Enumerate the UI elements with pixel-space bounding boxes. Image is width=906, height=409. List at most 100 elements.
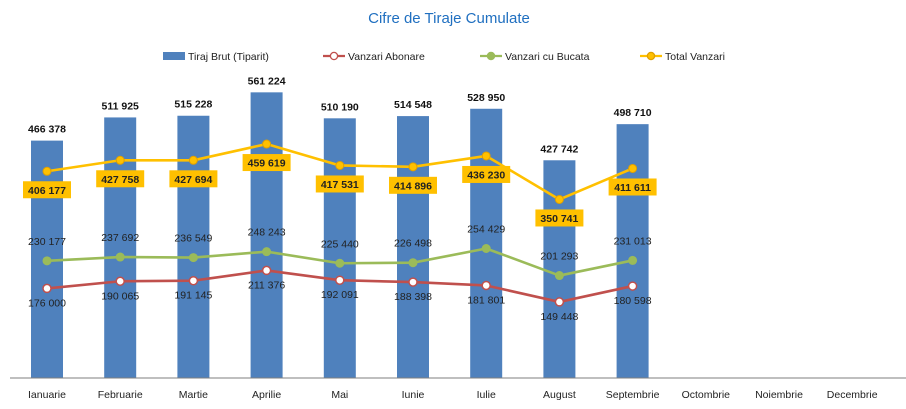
legend-label: Total Vanzari	[665, 51, 725, 63]
bucata-value-label: 226 498	[394, 238, 432, 250]
abonare-value-label: 192 091	[321, 289, 359, 301]
abonare-value-label: 188 398	[394, 291, 432, 303]
bar-septembrie	[616, 124, 649, 378]
x-tick-label: Ianuarie	[28, 389, 66, 401]
x-tick-label: Mai	[331, 389, 348, 401]
lines	[42, 139, 638, 307]
legend-label: Tiraj Brut (Tiparit)	[188, 51, 269, 63]
vanzari-cu-bucata-point-iulie	[481, 243, 491, 253]
bar-value-label: 498 710	[614, 107, 652, 119]
total-vanzari-point-mai	[335, 160, 345, 170]
total-label-box	[169, 170, 218, 188]
bar-value-label: 511 925	[102, 100, 140, 112]
total-value-label: 406 177	[28, 185, 66, 197]
vanzari-abonare-point-mai	[335, 275, 345, 285]
total-label-box	[535, 209, 584, 227]
abonare-value-label: 211 376	[248, 279, 285, 291]
legend-swatch-marker	[329, 51, 339, 61]
abonare-value-label: 191 145	[174, 290, 212, 302]
data-labels: 466 378 511 925 515 228 561 224 510 190 514 5…	[23, 75, 657, 323]
vanzari-cu-bucata-point-martie	[188, 253, 198, 263]
chart-title: Cifre de Tiraje Cumulate	[368, 10, 530, 27]
vanzari-abonare-point-septembrie	[627, 281, 638, 291]
bar-value-label: 515 228	[174, 99, 212, 111]
total-value-label: 411 611	[614, 182, 651, 194]
vanzari-cu-bucata-point-august	[554, 271, 564, 281]
bar-value-label: 427 742	[540, 143, 578, 155]
total-label-box	[23, 181, 71, 199]
vanzari-cu-bucata-point-februarie	[115, 252, 125, 262]
x-tick-label: Februarie	[98, 389, 143, 401]
legend-label: Vanzari Abonare	[348, 51, 425, 63]
total-vanzari-point-aprilie	[262, 139, 272, 149]
bucata-value-label: 201 293	[540, 251, 578, 263]
abonare-value-label: 190 065	[101, 290, 139, 302]
bucata-value-label: 230 177	[28, 236, 66, 248]
total-value-label: 350 741	[540, 213, 578, 225]
legend-label: Vanzari cu Bucata	[505, 51, 590, 63]
bar-value-label: 561 224	[248, 75, 286, 87]
total-value-label: 459 619	[248, 158, 286, 170]
bucata-value-label: 236 549	[174, 233, 212, 245]
vanzari-cu-bucata-point-mai	[335, 258, 345, 268]
total-vanzari-point-iulie	[481, 151, 491, 161]
legend-swatch-tiraj-brut	[163, 52, 185, 60]
bars	[31, 92, 649, 379]
x-tick-label: Iunie	[402, 389, 425, 401]
total-label-box	[242, 154, 291, 172]
vanzari-cu-bucata-point-septembrie	[628, 255, 638, 265]
vanzari-abonare-point-iunie	[408, 277, 418, 287]
vanzari-abonare-point-martie	[188, 275, 199, 286]
x-tick-label: Decembrie	[827, 389, 878, 401]
bucata-value-label: 248 243	[248, 227, 286, 239]
vanzari-cu-bucata-point-iunie	[408, 258, 418, 268]
vanzari-abonare-point-februarie	[115, 276, 125, 287]
legend-swatch-marker	[486, 51, 496, 61]
x-tick-label: Aprilie	[252, 389, 281, 401]
bucata-value-label: 237 692	[101, 232, 139, 244]
x-tick-label: Septembrie	[606, 389, 660, 401]
abonare-value-label: 149 448	[540, 311, 578, 323]
x-tick-label: Iulie	[477, 389, 496, 401]
bar-value-label: 466 378	[28, 124, 66, 136]
bucata-value-label: 254 429	[467, 223, 505, 235]
total-value-label: 436 230	[467, 169, 505, 181]
total-vanzari-point-iunie	[408, 162, 418, 172]
total-vanzari-point-august	[554, 194, 564, 204]
legend: Tiraj Brut (Tiparit) Vanzari Abonare Vanza…	[163, 51, 725, 63]
total-vanzari-point-septembrie	[628, 163, 638, 173]
total-vanzari-point-martie	[188, 155, 198, 165]
bar-value-label: 528 950	[467, 92, 505, 104]
total-value-label: 427 694	[174, 174, 212, 186]
vanzari-abonare-point-aprilie	[261, 265, 272, 276]
total-value-label: 414 896	[394, 180, 432, 192]
bucata-value-label: 231 013	[614, 235, 652, 247]
total-value-label: 427 758	[101, 174, 139, 186]
vanzari-abonare-point-ianuarie	[42, 283, 52, 294]
legend-swatch-marker	[646, 51, 656, 61]
total-vanzari-point-ianuarie	[42, 166, 52, 176]
bar-martie	[177, 115, 210, 378]
x-tick-label: Noiembrie	[755, 389, 803, 401]
vanzari-cu-bucata-point-ianuarie	[42, 256, 52, 266]
x-tick-label: August	[543, 389, 576, 401]
total-vanzari-point-februarie	[115, 155, 125, 165]
bar-iunie	[397, 116, 429, 379]
total-label-box	[608, 178, 657, 196]
bar-iulie	[470, 108, 503, 378]
total-label-box	[315, 175, 364, 193]
bucata-value-label: 225 440	[321, 238, 359, 250]
abonare-value-label: 176 000	[28, 297, 66, 309]
total-label-box	[389, 176, 437, 194]
x-tick-labels: Ianuarie Februarie Martie Aprilie Mai Iunie Iu…	[28, 389, 878, 401]
x-tick-label: Octombrie	[682, 389, 731, 401]
vanzari-cu-bucata-point-aprilie	[262, 247, 272, 257]
total-label-box	[462, 165, 511, 183]
bar-value-label: 510 190	[321, 101, 359, 113]
vanzari-abonare-point-iulie	[481, 280, 491, 291]
x-tick-label: Martie	[179, 389, 208, 401]
abonare-value-label: 180 598	[614, 295, 652, 307]
abonare-value-label: 181 801	[467, 294, 505, 306]
total-label-box	[96, 170, 145, 188]
